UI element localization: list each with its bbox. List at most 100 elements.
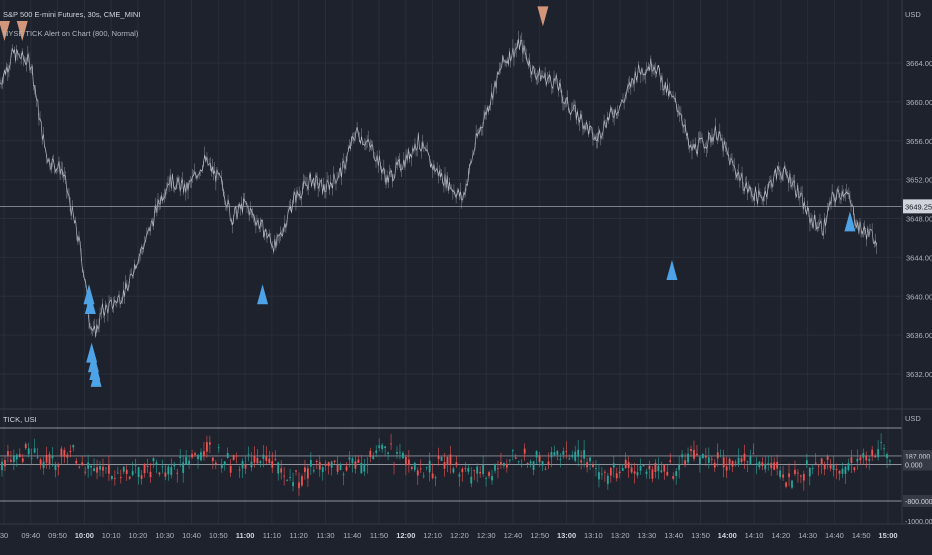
tick-candle-body (785, 482, 787, 487)
tick-candle-body (693, 449, 695, 459)
tick-panel[interactable] (0, 427, 902, 502)
tick-candle-body (704, 455, 707, 458)
tick-candle-body (541, 461, 544, 466)
tick-candle-body (116, 472, 119, 474)
tick-candle-body (268, 458, 271, 463)
tick-candle-body (517, 461, 520, 463)
tick-candle-body (348, 457, 351, 460)
tick-candle-body (856, 458, 859, 462)
time-tick-label: 14:20 (771, 531, 790, 540)
price-tick-label: 3664.00 (906, 59, 932, 68)
tick-candle-body (128, 476, 131, 479)
tick-candle-body (60, 448, 63, 457)
time-tick-label: 11:40 (343, 531, 361, 540)
tick-candle-body (880, 442, 882, 444)
tick-candle-body (802, 474, 805, 481)
tick-candle-body (66, 454, 69, 458)
tick-candle-body (731, 460, 734, 467)
tick-candle-body (211, 457, 214, 462)
tick-candle-body (39, 459, 42, 466)
current-price-label: 3649.25 (905, 202, 932, 211)
tick-title[interactable]: TICK, USI (3, 415, 37, 424)
tick-candle-body (179, 456, 182, 458)
tick-candle-body (315, 461, 318, 463)
tick-candle-body (306, 468, 309, 479)
tick-candle-body (90, 465, 92, 468)
tick-candle-body (826, 456, 829, 460)
indicator-title[interactable]: NYSE TICK Alert on Chart (800, Normal) (3, 29, 139, 38)
price-series-line[interactable] (0, 39, 877, 337)
time-tick-label: 09:40 (21, 531, 40, 540)
tick-candle-body (514, 457, 517, 459)
tick-candle-body (164, 472, 167, 477)
tick-candle-body (283, 475, 286, 477)
tick-candle-body (422, 475, 425, 477)
tick-candle-body (292, 482, 294, 487)
tick-candle-body (592, 464, 594, 468)
tick-candle-body (51, 456, 54, 459)
tick-candle-body (624, 459, 627, 469)
tick-candle-body (309, 459, 312, 467)
tick-candle-body (289, 477, 291, 478)
price-tick-label: 3640.00 (906, 292, 932, 301)
tick-candle-body (523, 448, 526, 454)
tick-candle-body (336, 465, 339, 472)
tick-candle-body (366, 464, 369, 466)
tick-candle-body (7, 451, 9, 456)
tick-candle-body (24, 443, 27, 449)
tick-candle-body (633, 471, 636, 474)
tick-candle-body (595, 468, 597, 469)
tick-candle-body (835, 468, 838, 470)
time-tick-label: 11:00 (236, 531, 255, 540)
tick-candle-body (167, 466, 170, 475)
price-panel[interactable] (0, 30, 902, 338)
tick-candle-body (48, 454, 51, 465)
tick-candle-body (687, 453, 689, 463)
tick-candle-body (330, 461, 333, 468)
time-tick-label: 13:50 (691, 531, 710, 540)
tick-candle-body (235, 455, 238, 457)
price-axis[interactable]: 3664.00 3660.00 3656.00 3652.00 3648.00 3644.… (903, 59, 932, 526)
tick-candle-body (538, 455, 541, 463)
tick-candle-body (357, 459, 360, 463)
sell-signal-marker (537, 6, 549, 27)
tick-candle-body (645, 471, 648, 474)
tick-candle-body (131, 471, 134, 475)
tick-candle-body (241, 461, 244, 469)
tick-candle-body (256, 457, 259, 464)
time-tick-label: 14:00 (718, 531, 737, 540)
grid-layer (0, 0, 902, 524)
tick-candle-body (526, 462, 529, 465)
tick-candle-body (277, 462, 280, 474)
tick-candle-body (458, 474, 461, 477)
tick-candle-body (259, 461, 262, 463)
time-tick-label: 10:50 (209, 531, 228, 540)
tick-candle-body (69, 451, 72, 453)
tick-level-label: 0.000 (905, 463, 923, 470)
tick-level-tag (903, 458, 932, 471)
tick-axis-label: -1000.000 (905, 519, 932, 526)
buy-signal-marker (84, 293, 96, 314)
sell-signal-marker (16, 20, 28, 41)
symbol-title[interactable]: S&P 500 E-mini Futures, 30s, CME_MINI (3, 10, 140, 19)
time-tick-label: 12:00 (396, 531, 415, 540)
time-axis[interactable]: 30 09:40 09:50 10:00 10:10 10:20 10:30 10:40 10:… (0, 531, 898, 540)
time-tick-label: 10:20 (129, 531, 148, 540)
tick-candle-body (511, 450, 514, 452)
tick-candle-body (874, 456, 877, 458)
tick-candle-body (434, 477, 437, 479)
tick-candle-body (405, 456, 407, 466)
tick-candle-body (657, 465, 660, 472)
tick-candle-body (832, 464, 835, 471)
tick-candle-body (208, 442, 211, 445)
tick-candle-body (829, 465, 832, 469)
tick-candle-body (666, 471, 669, 476)
tick-candle-body (238, 469, 241, 471)
tick-candle-body (217, 447, 220, 449)
tick-candle-body (203, 451, 205, 457)
tick-candle-body (725, 466, 728, 471)
tick-candle-body (140, 475, 143, 479)
tick-candle-body (372, 456, 375, 460)
